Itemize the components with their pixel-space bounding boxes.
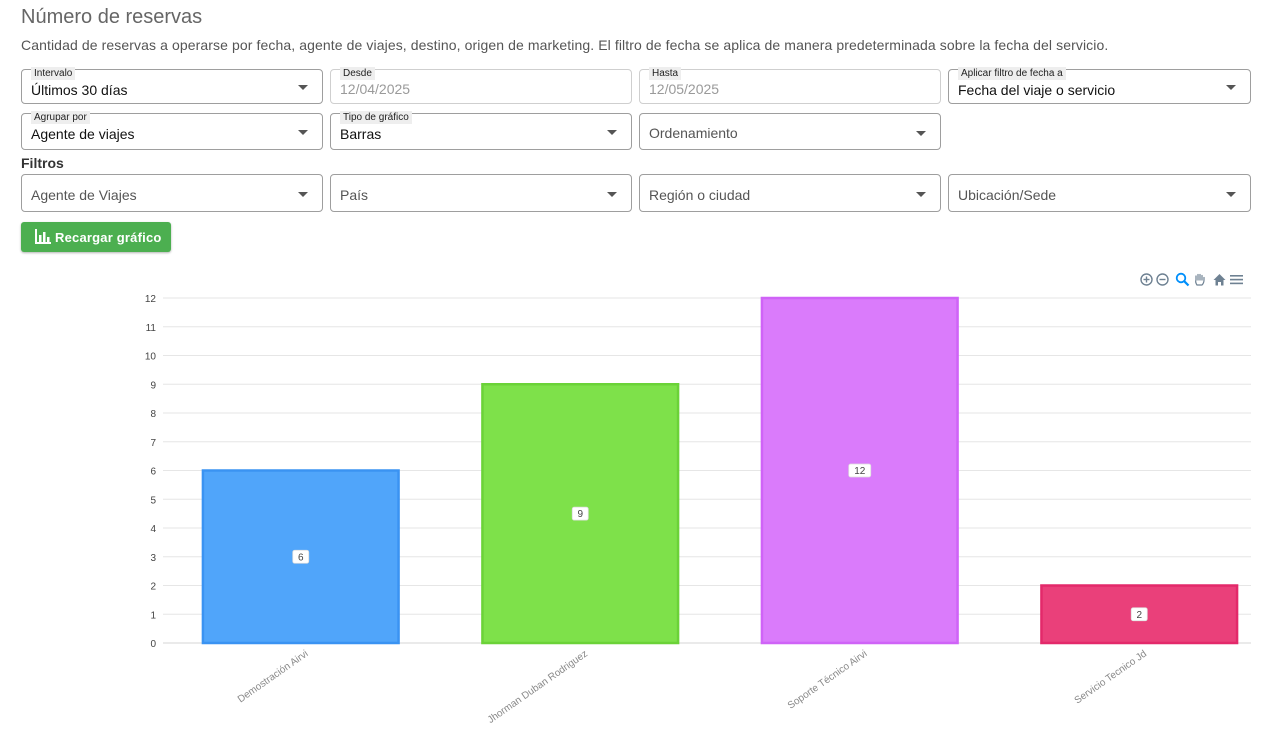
data-label-box xyxy=(848,463,872,478)
data-label-box xyxy=(571,506,589,521)
country-filter-select[interactable]: País xyxy=(330,174,632,212)
y-tick-label: 10 xyxy=(145,352,157,363)
y-tick-label: 12 xyxy=(145,294,157,305)
magnifier-icon[interactable] xyxy=(1175,272,1190,287)
pan-hand-icon[interactable] xyxy=(1192,272,1207,287)
menu-icon[interactable] xyxy=(1229,272,1244,287)
chart-type-value: Barras xyxy=(340,126,382,142)
from-date-label: Desde xyxy=(340,67,375,80)
y-tick-label: 1 xyxy=(150,610,156,621)
chevron-down-icon xyxy=(298,192,308,197)
chevron-down-icon xyxy=(298,130,308,135)
reload-chart-button[interactable]: Recargar gráfico xyxy=(21,222,171,252)
page-description: Cantidad de reservas a operarse por fech… xyxy=(21,37,1109,53)
y-tick-label: 5 xyxy=(150,495,156,506)
x-axis: Demostración Airvi Jhorman Duban Rodrigue… xyxy=(236,648,1149,726)
agent-filter-placeholder: Agente de Viajes xyxy=(31,187,137,203)
chart-type-label: Tipo de gráfico xyxy=(340,111,412,124)
location-filter-select[interactable]: Ubicación/Sede xyxy=(948,174,1251,212)
chevron-down-icon xyxy=(298,85,308,90)
y-tick-label: 3 xyxy=(150,553,156,564)
y-tick-label: 4 xyxy=(150,524,156,535)
agent-filter-select[interactable]: Agente de Viajes xyxy=(21,174,323,212)
zoom-out-icon[interactable] xyxy=(1155,272,1170,287)
location-filter-placeholder: Ubicación/Sede xyxy=(958,187,1057,203)
y-tick-label: 8 xyxy=(150,409,156,420)
bar-chart-icon xyxy=(35,229,51,244)
apply-date-filter-value: Fecha del viaje o servicio xyxy=(958,82,1116,98)
to-date-field[interactable]: Hasta 12/05/2025 xyxy=(639,67,941,104)
y-tick-label: 7 xyxy=(150,438,156,449)
y-tick-label: 6 xyxy=(150,467,156,478)
region-filter-select[interactable]: Región o ciudad xyxy=(639,174,941,212)
y-tick-label: 0 xyxy=(150,639,156,650)
interval-select[interactable]: Intervalo Últimos 30 días xyxy=(21,67,323,104)
chevron-down-icon xyxy=(607,192,617,197)
group-by-label: Agrupar por xyxy=(31,111,90,124)
ordering-select[interactable]: Ordenamiento xyxy=(639,113,941,150)
interval-label: Intervalo xyxy=(31,67,76,80)
x-tick-label: Soporte Técnico Airvi xyxy=(786,648,870,711)
from-date-field[interactable]: Desde 12/04/2025 xyxy=(330,67,632,104)
data-label-box xyxy=(1130,607,1148,622)
reload-chart-label: Recargar gráfico xyxy=(55,230,162,245)
chart-bars: 6 9 12 2 xyxy=(201,296,1239,645)
x-tick-label: Demostración Airvi xyxy=(236,648,311,705)
from-date-value: 12/04/2025 xyxy=(340,81,411,97)
page-title: Número de reservas xyxy=(21,6,203,28)
country-filter-placeholder: País xyxy=(340,187,369,203)
y-tick-label: 2 xyxy=(150,582,156,593)
data-label: 9 xyxy=(577,509,583,520)
data-label: 12 xyxy=(854,466,866,477)
bar[interactable] xyxy=(1040,584,1239,645)
apply-date-filter-select[interactable]: Aplicar filtro de fecha a Fecha del viaj… xyxy=(948,67,1251,104)
home-icon[interactable] xyxy=(1212,272,1227,287)
chevron-down-icon xyxy=(1226,192,1236,197)
apply-date-filter-label: Aplicar filtro de fecha a xyxy=(958,67,1066,80)
interval-value: Últimos 30 días xyxy=(31,82,128,98)
chevron-down-icon xyxy=(916,131,926,136)
group-by-select[interactable]: Agrupar por Agente de viajes xyxy=(21,111,323,150)
x-tick-label: Jhorman Duban Rodriguez xyxy=(486,648,590,726)
zoom-in-icon[interactable] xyxy=(1139,272,1154,287)
region-filter-placeholder: Región o ciudad xyxy=(649,187,751,203)
chevron-down-icon xyxy=(916,192,926,197)
to-date-value: 12/05/2025 xyxy=(649,81,720,97)
to-date-label: Hasta xyxy=(649,67,682,80)
ordering-placeholder: Ordenamiento xyxy=(649,125,738,141)
data-label: 6 xyxy=(298,552,304,563)
chevron-down-icon xyxy=(1226,85,1236,90)
x-tick-label: Servicio Tecnico Jd xyxy=(1073,648,1149,706)
y-tick-label: 11 xyxy=(146,323,157,334)
y-tick-label: 9 xyxy=(150,380,156,391)
data-label: 2 xyxy=(1136,610,1142,621)
group-by-value: Agente de viajes xyxy=(31,126,135,142)
chevron-down-icon xyxy=(607,130,617,135)
filters-heading: Filtros xyxy=(21,155,64,171)
data-label-box xyxy=(292,549,310,564)
chart-type-select[interactable]: Tipo de gráfico Barras xyxy=(330,111,632,150)
